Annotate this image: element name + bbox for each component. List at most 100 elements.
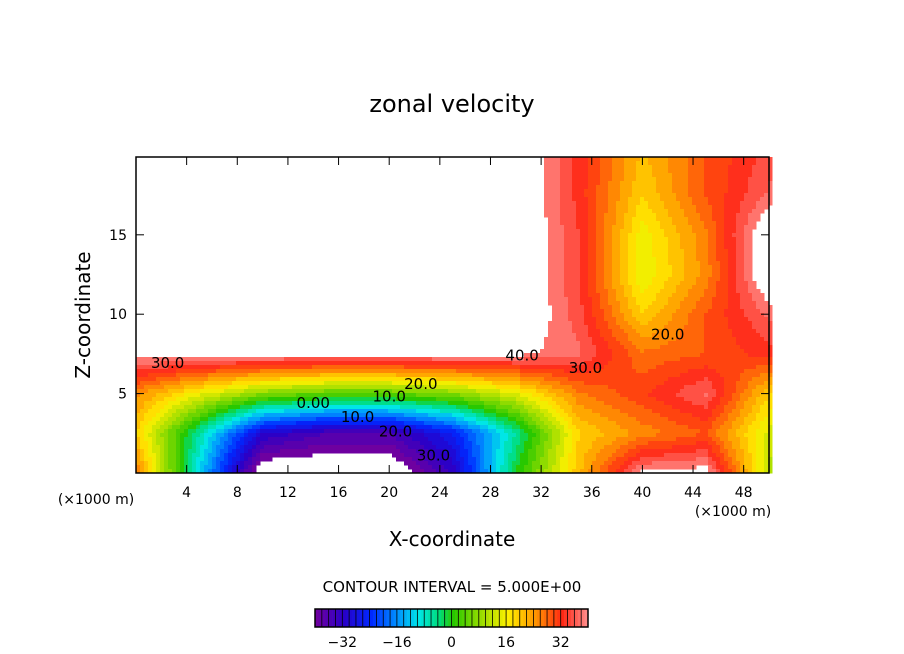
contour-cell [688,333,693,338]
contour-cell [760,329,765,334]
contour-cell [684,341,689,346]
contour-cell [568,197,573,202]
contour-cell [588,341,593,346]
contour-cell [628,401,633,406]
contour-cell [552,293,557,298]
contour-cell [704,309,709,314]
contour-cell [596,317,601,322]
contour-cell [564,193,569,198]
contour-cell [640,301,645,306]
contour-cell [632,201,637,206]
contour-cell [660,181,665,186]
contour-cell [608,237,613,242]
contour-cell [192,385,197,390]
contour-cell [200,393,205,398]
contour-cell [232,373,237,378]
contour-cell [580,245,585,250]
contour-cell [196,401,201,406]
contour-cell [676,301,681,306]
contour-cell [540,393,545,398]
contour-cell [384,385,389,390]
contour-cell [744,317,749,322]
contour-cell [580,409,585,414]
contour-cell [236,393,241,398]
contour-cell [668,389,673,394]
contour-cell [580,161,585,166]
contour-cell [148,369,153,374]
contour-cell [596,341,601,346]
contour-cell [556,233,561,238]
contour-cell [688,217,693,222]
contour-cell [672,197,677,202]
contour-cell [628,193,633,198]
contour-cell [556,221,561,226]
contour-cell [412,369,417,374]
contour-cell [640,201,645,206]
contour-cell [364,397,369,402]
contour-cell [692,353,697,358]
contour-cell [760,161,765,166]
contour-cell [696,233,701,238]
contour-cell [680,373,685,378]
contour-cell [568,309,573,314]
contour-cell [656,245,661,250]
contour-cell [644,397,649,402]
contour-cell [272,357,277,362]
contour-cell [716,261,721,266]
contour-cell [740,345,745,350]
contour-cell [372,409,377,414]
contour-cell [248,373,253,378]
contour-cell [668,213,673,218]
contour-cell [720,233,725,238]
contour-cell [572,325,577,330]
contour-cell [712,169,717,174]
contour-cell [556,249,561,254]
contour-cell [484,365,489,370]
contour-cell [728,301,733,306]
contour-cell [404,405,409,410]
contour-cell [664,365,669,370]
contour-cell [664,405,669,410]
contour-cell [432,373,437,378]
contour-cell [684,357,689,362]
contour-cell [608,337,613,342]
contour-cell [572,177,577,182]
contour-cell [644,253,649,258]
contour-cell [372,377,377,382]
contour-cell [644,409,649,414]
contour-cell [268,413,273,418]
contour-cell [456,397,461,402]
contour-cell [632,341,637,346]
contour-cell [756,301,761,306]
contour-cell [544,401,549,406]
contour-cell [700,301,705,306]
contour-cell [692,345,697,350]
contour-cell [668,233,673,238]
contour-cell [468,409,473,414]
contour-cell [704,405,709,410]
contour-cell [244,405,249,410]
contour-cell [752,289,757,294]
contour-cell [664,337,669,342]
contour-cell [480,389,485,394]
contour-cell [720,197,725,202]
contour-cell [508,409,513,414]
contour-cell [624,189,629,194]
contour-cell [468,381,473,386]
contour-cell [692,333,697,338]
contour-cell [692,297,697,302]
contour-cell [608,261,613,266]
contour-cell [660,217,665,222]
contour-cell [624,161,629,166]
contour-cell [652,337,657,342]
contour-cell [632,297,637,302]
contour-cell [416,409,421,414]
contour-cell [724,385,729,390]
contour-cell [648,209,653,214]
contour-cell [556,405,561,410]
contour-cell [508,369,513,374]
contour-cell [452,397,457,402]
contour-cell [568,189,573,194]
contour-cell [512,397,517,402]
contour-cell [404,397,409,402]
